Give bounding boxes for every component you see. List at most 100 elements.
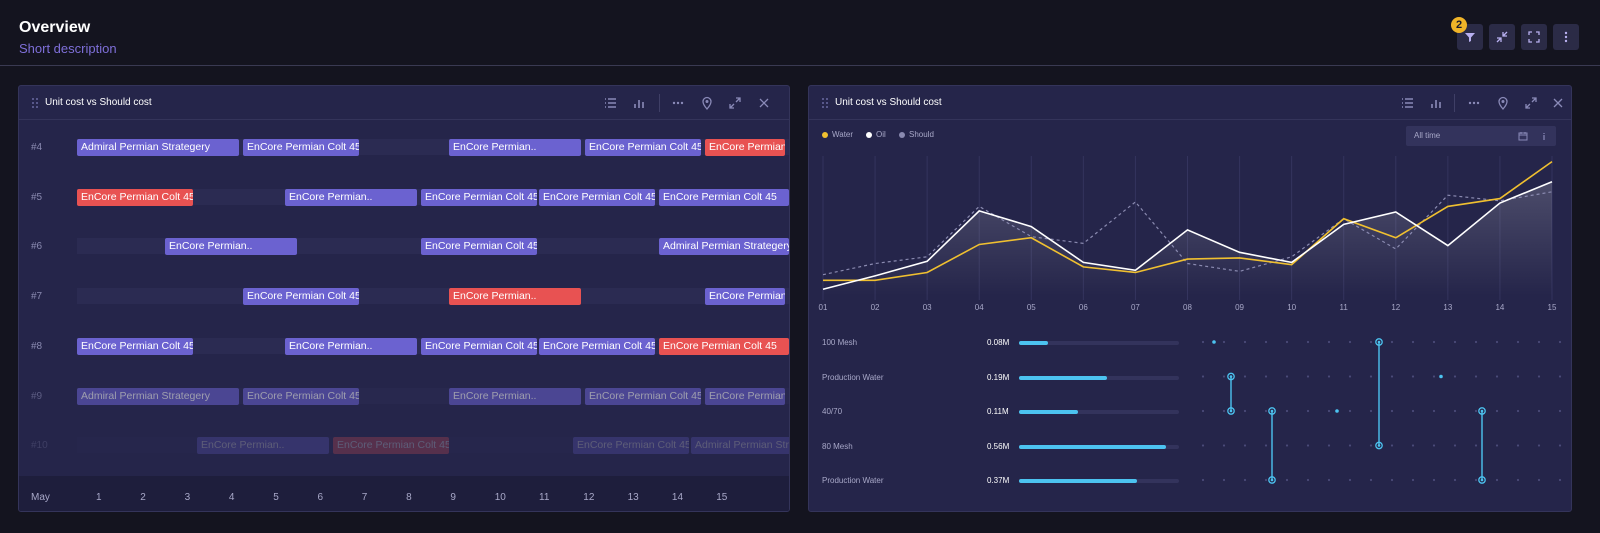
gantt-bar[interactable]: EnCore Permian Colt 45 (539, 188, 655, 206)
info-icon[interactable] (1539, 131, 1549, 141)
matrix-dot (1285, 409, 1289, 413)
legend-item-oil[interactable]: Oil (866, 130, 886, 139)
filter-count-badge: 2 (1451, 17, 1467, 33)
gantt-track (77, 437, 789, 454)
metric-bar-fill (1019, 410, 1079, 414)
gantt-bar[interactable]: Admiral Permian Strategery (659, 238, 789, 256)
matrix-dot (1495, 340, 1499, 344)
axis-day-label: 7 (361, 492, 368, 503)
matrix-node (1375, 338, 1383, 346)
series-line-should (822, 191, 1553, 276)
gantt-bar[interactable]: EnCore Permian Colt 45 (573, 437, 689, 455)
gantt-row-label: #4 (31, 142, 43, 153)
gantt-bar[interactable]: Admiral Permian Strategery (691, 437, 789, 455)
gantt-bar[interactable]: EnCore Permian Colt 45 (243, 288, 359, 306)
gantt-bar[interactable]: EnCore Permian.. (285, 337, 417, 355)
matrix-dot (1558, 375, 1562, 378)
calendar-icon[interactable] (1518, 131, 1528, 141)
legend-item-should[interactable]: Should (899, 130, 934, 139)
collapse-button[interactable] (1489, 24, 1515, 50)
expand-icon[interactable] (727, 95, 743, 111)
gantt-bar[interactable]: EnCore Permian.. (165, 238, 297, 256)
matrix-dot (1327, 478, 1331, 482)
gantt-bar[interactable]: Admiral Permian Strategery (77, 387, 239, 405)
gantt-bar[interactable]: EnCore Permian Colt 45 (421, 337, 537, 355)
gantt-row-label: #6 (31, 241, 43, 253)
metric-bar-fill (1019, 375, 1107, 380)
gantt-bar[interactable]: EnCore Permian Colt 45 (705, 387, 785, 405)
matrix-dot (1558, 409, 1562, 413)
matrix-node (1268, 407, 1276, 415)
matrix-dot (1369, 478, 1373, 482)
metric-label: Production Water (822, 476, 884, 485)
metric-value: 0.19M (987, 372, 1010, 382)
gantt-bar[interactable]: EnCore Permian Colt 45 (659, 188, 789, 206)
matrix-dot (1201, 375, 1205, 378)
gantt-bar[interactable]: EnCore Permian Colt 45 (77, 337, 193, 355)
more-horizontal-icon[interactable] (670, 95, 686, 111)
gantt-bar[interactable]: EnCore Permian.. (285, 188, 417, 206)
axis-day-label: 13 (627, 492, 639, 503)
legend-item-water[interactable]: Water (822, 130, 853, 139)
chart-view-icon[interactable] (631, 95, 647, 111)
location-pin-icon[interactable] (1495, 95, 1511, 111)
gantt-bar[interactable]: EnCore Permian Colt 45 (705, 139, 785, 156)
metric-value: 0.37M (987, 476, 1010, 485)
gantt-bar[interactable]: EnCore Permian.. (449, 288, 581, 306)
matrix-dot (1453, 478, 1457, 482)
gantt-bar[interactable]: EnCore Permian Colt 45 (585, 387, 701, 405)
list-view-icon[interactable] (602, 95, 618, 111)
x-tick-label: 10 (1287, 303, 1296, 312)
matrix-node-core (1270, 478, 1274, 482)
series-line-oil (822, 181, 1553, 291)
gantt-row-label: #9 (31, 390, 43, 402)
timeline-panel: Unit cost vs Should cost #4 Admiral Permi… (18, 85, 790, 512)
x-tick-label: 11 (1340, 303, 1349, 312)
gantt-bar[interactable]: EnCore Permian Colt 45 (243, 387, 359, 405)
gantt-bar[interactable]: EnCore Permian Colt 45 (585, 139, 701, 156)
axis-day-label: 11 (539, 492, 550, 503)
gantt-bar[interactable]: EnCore Permian Colt 45 (421, 188, 537, 206)
close-icon[interactable] (1550, 95, 1566, 111)
drag-handle-icon[interactable] (821, 97, 829, 109)
matrix-node (1227, 407, 1235, 415)
matrix-dot (1201, 444, 1205, 447)
more-horizontal-icon[interactable] (1466, 95, 1482, 111)
axis-day-label: 10 (494, 492, 506, 503)
gantt-bar[interactable]: EnCore Permian Colt 45 (705, 288, 785, 306)
gantt-bar[interactable]: EnCore Permian Colt 45 (539, 337, 655, 355)
x-tick-label: 06 (1079, 303, 1088, 312)
matrix-dot (1390, 478, 1394, 482)
list-view-icon[interactable] (1399, 95, 1415, 111)
gantt-bar[interactable]: EnCore Permian.. (449, 139, 581, 156)
date-range-select[interactable]: All time (1406, 126, 1556, 146)
gantt-bar[interactable]: EnCore Permian.. (197, 437, 329, 455)
matrix-dot (1243, 444, 1247, 447)
matrix-dot (1537, 375, 1541, 378)
kebab-menu-icon (1564, 31, 1568, 43)
matrix-dot (1537, 340, 1541, 344)
chart-view-icon[interactable] (1428, 95, 1444, 111)
gantt-bar[interactable]: EnCore Permian Colt 45 (77, 188, 193, 206)
more-options-button[interactable] (1553, 24, 1579, 50)
expand-icon[interactable] (1523, 95, 1539, 111)
fullscreen-button[interactable] (1521, 24, 1547, 50)
gantt-bar[interactable]: EnCore Permian Colt 45 (421, 238, 537, 256)
matrix-dot (1285, 375, 1289, 378)
gantt-bar[interactable]: EnCore Permian Colt 45 (243, 139, 359, 156)
gantt-bar[interactable]: EnCore Permian.. (449, 387, 581, 405)
gantt-bar[interactable]: EnCore Permian Colt 45 (659, 337, 789, 355)
gantt-bar[interactable]: Admiral Permian Strategery (77, 139, 239, 156)
gantt-row: #9 Admiral Permian Strategery EnCore Permi… (19, 387, 789, 407)
gantt-bar[interactable]: EnCore Permian Colt 45 (333, 437, 449, 455)
location-pin-icon[interactable] (699, 95, 715, 111)
matrix-dot (1327, 409, 1331, 413)
matrix-dot (1306, 409, 1310, 413)
matrix-dot (1474, 340, 1478, 344)
drag-handle-icon[interactable] (31, 97, 39, 109)
matrix-dot (1327, 340, 1331, 344)
matrix-dot (1348, 340, 1352, 344)
axis-day-label: 2 (140, 492, 146, 503)
axis-day-label: 15 (716, 492, 728, 503)
close-icon[interactable] (756, 95, 772, 111)
